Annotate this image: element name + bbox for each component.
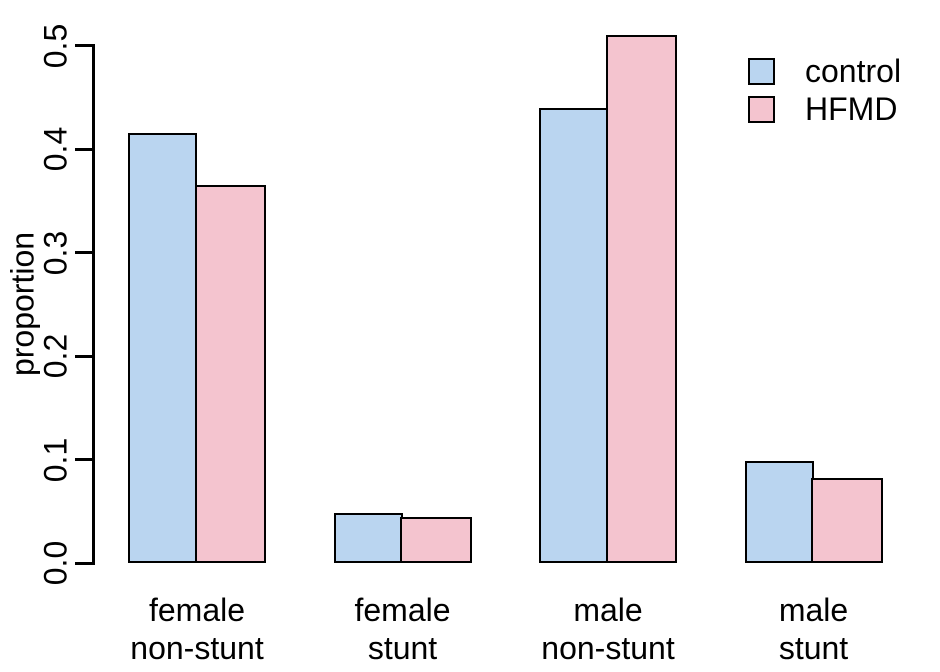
bar-hfmd-male-stunt xyxy=(811,478,883,563)
legend-item-hfmd: HFMD xyxy=(748,90,901,128)
legend: control HFMD xyxy=(748,52,901,128)
legend-label-control: control xyxy=(805,52,902,89)
y-axis-tick-label: 0.0 xyxy=(37,540,74,586)
y-axis-tick xyxy=(75,44,95,47)
legend-item-control: control xyxy=(748,52,901,90)
x-category-label-female-non-stunt: female non-stunt xyxy=(130,592,264,666)
y-axis-tick xyxy=(75,458,95,461)
bar-hfmd-female-non-stunt xyxy=(194,185,266,563)
y-axis-tick-label: 0.4 xyxy=(37,126,74,172)
y-axis-tick xyxy=(75,561,95,565)
bar-hfmd-female-stunt xyxy=(400,517,472,563)
y-axis-tick xyxy=(75,251,95,254)
y-axis-tick xyxy=(75,147,95,151)
y-axis-tick-label: 0.2 xyxy=(37,333,74,379)
x-category-label-male-non-stunt: male non-stunt xyxy=(541,592,675,666)
y-axis-tick xyxy=(75,354,95,358)
bar-hfmd-male-non-stunt xyxy=(605,35,677,563)
bar-control-female-non-stunt xyxy=(128,133,197,563)
x-category-label-male-stunt: male stunt xyxy=(778,592,849,666)
bar-control-female-stunt xyxy=(333,513,403,563)
y-axis-tick-label: 0.3 xyxy=(37,230,74,275)
bar-control-male-non-stunt xyxy=(539,107,608,563)
y-axis-title: proportion xyxy=(4,231,41,377)
x-category-label-female-stunt: female stunt xyxy=(354,592,451,666)
bar-control-male-stunt xyxy=(744,460,814,563)
y-axis-tick-label: 0.5 xyxy=(37,23,74,68)
y-axis-tick-label: 0.1 xyxy=(37,437,74,482)
legend-label-hfmd: HFMD xyxy=(805,90,898,127)
legend-swatch-hfmd xyxy=(748,95,775,123)
legend-swatch-control xyxy=(748,57,775,85)
y-axis-line xyxy=(92,44,95,565)
